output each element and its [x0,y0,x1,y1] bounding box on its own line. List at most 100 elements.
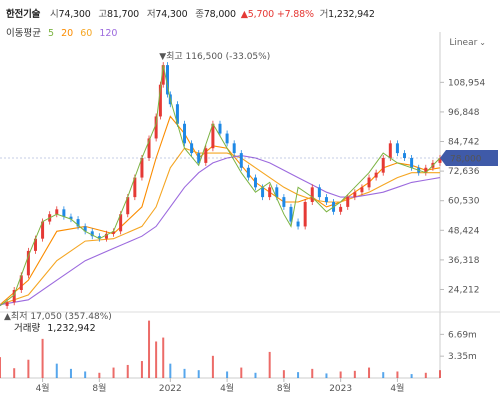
candle-body [253,177,257,188]
volume-label: 거 [319,9,329,20]
x-tick-label: 8월 [92,382,106,394]
price-tag-badge [440,150,498,166]
candle-body [19,275,23,290]
candle-body [275,187,279,198]
volume-tick-label: 6.69m [448,330,477,340]
moving-average-legend[interactable]: 이동평균 5 20 60 120 [6,25,121,39]
volume-bar [396,371,399,378]
candle-body [161,65,165,85]
candle-body [158,84,162,117]
volume-bar [325,373,328,378]
y-tick-label: 96,848 [448,108,480,118]
volume-bar [148,320,151,378]
x-tick-label: 2022 [159,384,182,394]
candle-body [119,214,123,232]
change-value: ▲5,700 [240,9,275,20]
candle-body [197,153,201,163]
volume-bar [0,357,1,378]
candle-body [388,143,392,158]
candle-body [211,123,215,149]
high-value: 81,700 [106,9,140,20]
candle-body [204,148,208,163]
volume-bar [13,368,16,378]
ma-20-line [0,115,441,306]
candle-body [165,65,169,95]
volume-bar [140,361,143,378]
candle-body [289,206,293,222]
volume-bar [183,368,186,378]
ma-20: 20 [61,28,74,39]
volume-bar [98,372,101,378]
candle-body [310,187,314,202]
volume-bar [368,367,371,378]
y-tick-label: 108,954 [448,78,485,88]
candle-body [97,236,101,239]
x-tick-label: 4월 [390,382,404,394]
candle-body [353,192,357,198]
volume-bar [69,368,72,378]
candle-body [410,158,414,168]
candle-body [303,202,307,227]
y-tick-label: 84,742 [448,138,480,148]
high-annotation: ▼최고 116,500 (-33.05%) [159,51,270,62]
volume-bar [268,351,271,378]
ma-5-line [0,64,441,307]
candle-body [147,138,151,158]
volume-value: 1,232,942 [328,9,375,20]
volume-bar [240,367,243,378]
candle-body [246,167,250,178]
y-tick-label: 36,318 [448,256,480,266]
candle-body [76,219,80,227]
candle-body [282,197,286,207]
candle-body [374,172,378,178]
volume-bar [197,370,200,378]
candle-body [69,216,73,220]
candle-body [41,221,45,239]
candle-body [55,209,59,215]
volume-bar [211,355,214,378]
candle-body [133,177,137,198]
scale-selector[interactable]: Linear ⌄ [449,38,486,48]
volume-bar [254,372,257,378]
candle-body [183,123,187,144]
volume-bar [353,370,356,378]
candle-body [324,197,328,202]
candle-body [381,158,385,173]
volume-tick-label: 3.35m [448,352,477,362]
candle-body [83,226,87,232]
y-tick-label: 72,636 [448,167,480,177]
volume-bar [297,372,300,378]
price-header: 한전기술 시74,300 고81,700 저74,300 종78,000 ▲5,… [6,6,377,20]
candle-body [225,133,229,144]
chevron-down-icon: ⌄ [479,38,486,47]
volume-bar [311,368,314,378]
y-tick-label: 48,424 [448,226,480,236]
volume-panel-value: 1,232,942 [47,323,96,334]
volume-bar [169,363,172,378]
candle-body [175,104,179,124]
y-tick-label: 24,212 [448,285,480,295]
candle-body [112,231,116,234]
candle-body [339,206,343,212]
candle-body [90,231,94,237]
candle-body [360,187,364,193]
candle-body [12,290,16,303]
volume-bar [339,371,342,378]
volume-bar [27,359,30,378]
price-tag-label: 78,000 [450,155,482,165]
candle-body [140,158,144,178]
volume-bar [162,337,165,378]
ma-120-line [0,155,441,306]
candle-body [296,221,300,227]
candle-body [317,187,321,198]
close-label: 종 [195,9,204,20]
volume-panel-title: 거래량 [14,323,41,334]
y-tick-label: 60,530 [448,197,480,207]
candle-body [218,123,222,134]
candle-body [403,153,407,158]
low-value: 74,300 [155,9,188,20]
volume-bar [282,370,285,378]
ma-60-line [0,147,440,306]
ma-120: 120 [99,28,118,39]
